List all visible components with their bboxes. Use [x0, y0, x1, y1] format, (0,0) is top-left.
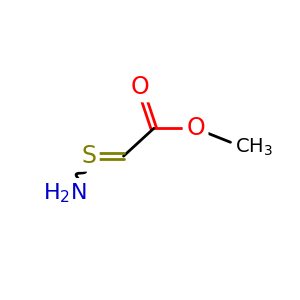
- Text: O: O: [130, 75, 149, 99]
- Text: H$_2$N: H$_2$N: [44, 181, 87, 205]
- Text: O: O: [186, 116, 205, 140]
- Text: S: S: [81, 144, 96, 168]
- Text: CH$_3$: CH$_3$: [235, 136, 273, 158]
